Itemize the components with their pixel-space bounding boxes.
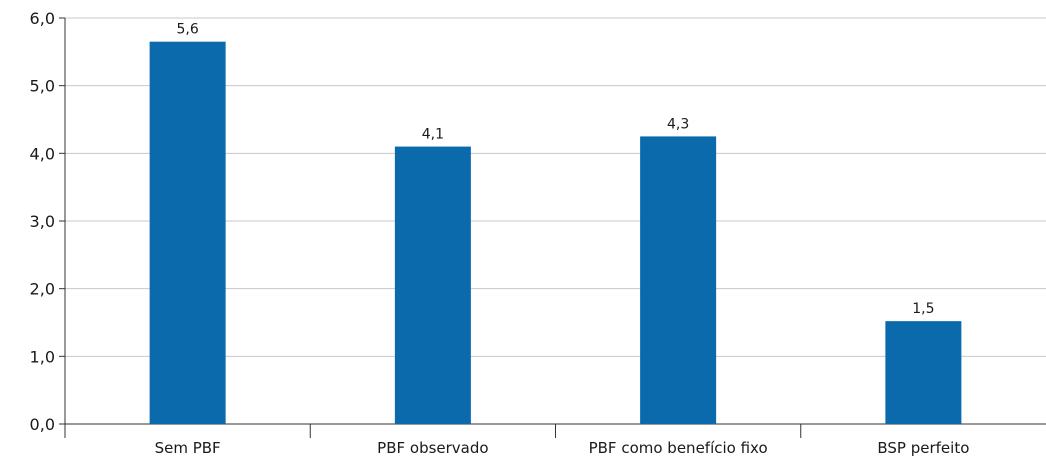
y-tick-label: 0,0 [30, 415, 55, 434]
bar-value-label: 1,5 [912, 301, 934, 317]
x-category-label: PBF observado [377, 439, 488, 457]
bar [394, 146, 471, 425]
bar [149, 41, 226, 424]
y-tick-label: 6,0 [30, 9, 55, 28]
y-tick-label: 4,0 [30, 144, 55, 163]
bars [149, 41, 962, 425]
x-category-label: BSP perfeito [877, 439, 969, 457]
y-tick-label: 1,0 [30, 347, 55, 366]
labels: 0,0 1,0 2,0 3,0 4,0 5,0 6,0 5,6 Sem PBF 4,1 PBF ob… [30, 9, 970, 457]
y-tick-label: 2,0 [30, 280, 55, 299]
y-tick-label: 3,0 [30, 212, 55, 231]
grid-lines [65, 17, 1046, 357]
axes [59, 17, 1046, 438]
bar [885, 321, 962, 424]
bar-value-label: 4,1 [422, 127, 444, 143]
y-tick-label: 5,0 [30, 77, 55, 96]
bar-value-label: 5,6 [176, 22, 198, 38]
x-category-label: PBF como benefício fixo [589, 439, 768, 457]
bar [640, 136, 717, 424]
x-category-label: Sem PBF [155, 439, 221, 457]
bar-value-label: 4,3 [667, 116, 689, 132]
